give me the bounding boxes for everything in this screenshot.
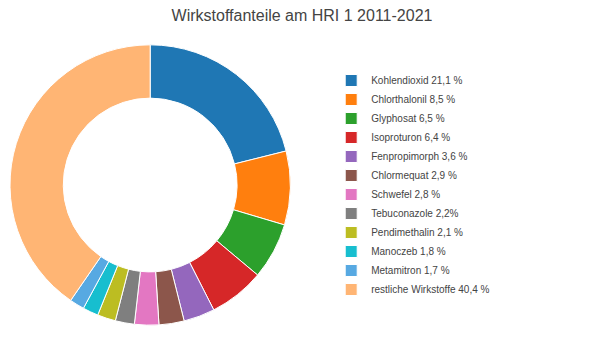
- svg-text:Wirkstoffanteile am HRI 1 2011: Wirkstoffanteile am HRI 1 2011-2021: [172, 7, 433, 24]
- svg-text:Schwefel 2,8 %: Schwefel 2,8 %: [371, 189, 440, 200]
- svg-text:Tebuconazole 2,2%: Tebuconazole 2,2%: [371, 208, 458, 219]
- svg-text:Kohlendioxid 21,1 %: Kohlendioxid 21,1 %: [371, 75, 462, 86]
- svg-text:Metamitron 1,7 %: Metamitron 1,7 %: [371, 265, 449, 276]
- svg-text:Chlorthalonil 8,5 %: Chlorthalonil 8,5 %: [371, 94, 455, 105]
- svg-text:restliche Wirkstoffe 40,4 %: restliche Wirkstoffe 40,4 %: [371, 284, 489, 295]
- svg-text:Glyphosat 6,5 %: Glyphosat 6,5 %: [371, 113, 444, 124]
- svg-text:Isoproturon 6,4 %: Isoproturon 6,4 %: [371, 132, 450, 143]
- svg-text:Chlormequat 2,9 %: Chlormequat 2,9 %: [371, 170, 457, 181]
- svg-text:Fenpropimorph 3,6 %: Fenpropimorph 3,6 %: [371, 151, 467, 162]
- svg-text:Manoczeb 1,8 %: Manoczeb 1,8 %: [371, 246, 446, 257]
- svg-text:Pendimethalin 2,1 %: Pendimethalin 2,1 %: [371, 227, 463, 238]
